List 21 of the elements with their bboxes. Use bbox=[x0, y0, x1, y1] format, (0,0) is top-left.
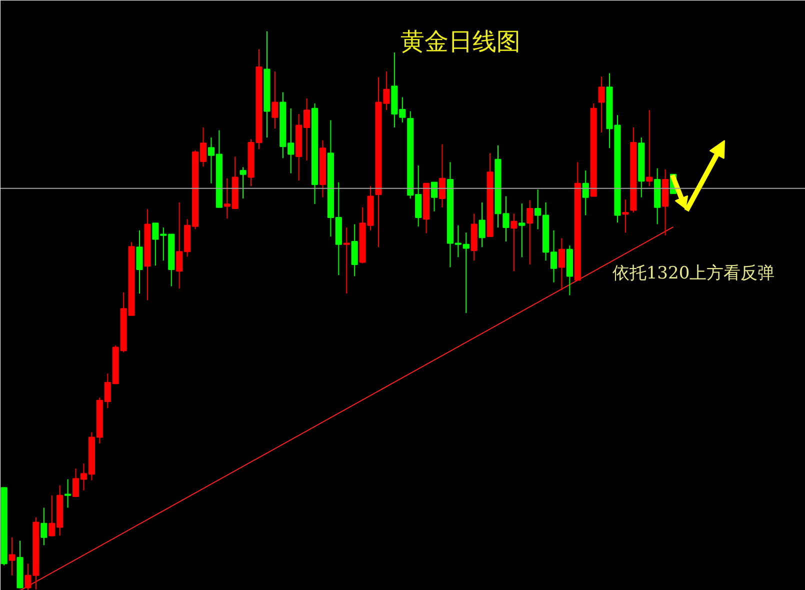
candlestick bbox=[351, 224, 358, 277]
candlestick bbox=[622, 199, 629, 234]
candlestick bbox=[272, 71, 278, 130]
candlestick bbox=[240, 166, 246, 199]
candlestick bbox=[510, 213, 518, 272]
candlestick bbox=[438, 144, 446, 208]
candlestick bbox=[526, 200, 534, 265]
candlestick bbox=[343, 227, 350, 294]
candlestick bbox=[478, 202, 486, 248]
candlestick bbox=[598, 76, 605, 133]
candlestick bbox=[430, 182, 438, 212]
candlestick bbox=[646, 110, 653, 187]
candlestick bbox=[136, 230, 143, 294]
candlestick bbox=[8, 536, 16, 576]
candlestick bbox=[518, 203, 526, 258]
candlestick bbox=[558, 238, 566, 291]
candlestick bbox=[582, 170, 589, 216]
candlestick bbox=[64, 478, 72, 508]
chart-title: 黄金日线图 bbox=[400, 28, 520, 56]
candlestick bbox=[40, 507, 48, 546]
annotation: 依托1320上方看反弹 bbox=[612, 264, 775, 284]
